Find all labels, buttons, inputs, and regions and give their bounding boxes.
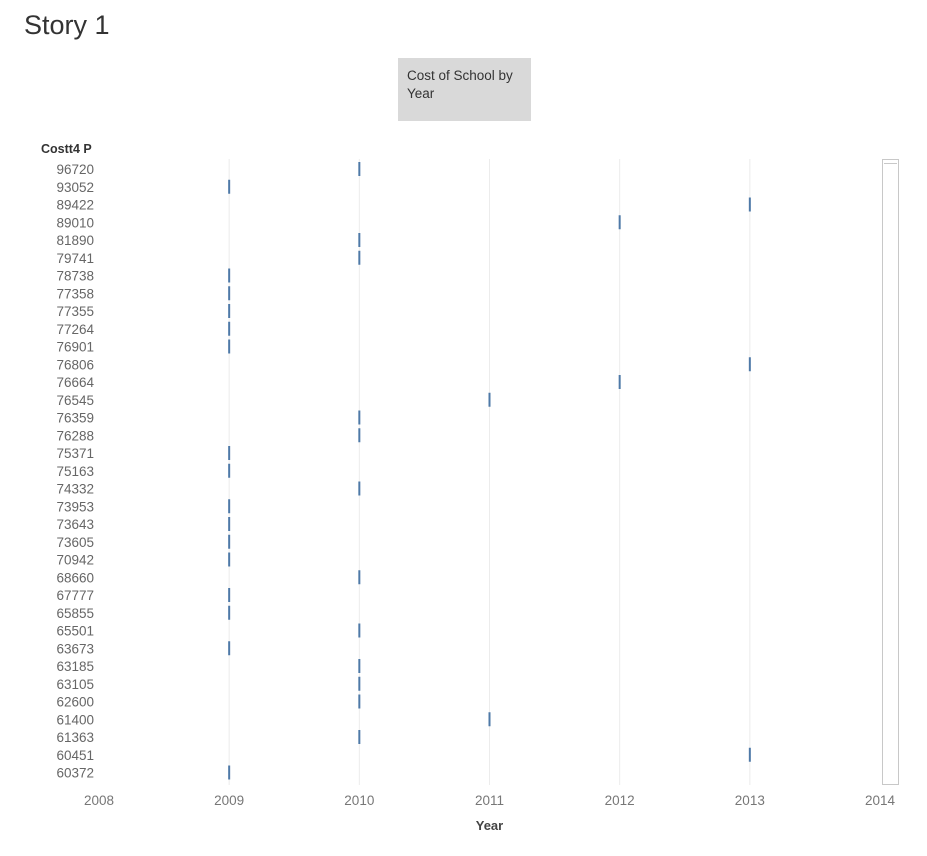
row-label: 77358 — [56, 286, 94, 301]
row-label: 70942 — [56, 553, 94, 568]
row-label: 73643 — [56, 517, 94, 532]
row-label: 78738 — [56, 269, 94, 284]
x-tick-label: 2008 — [84, 793, 114, 808]
row-label: 67777 — [56, 588, 94, 603]
row-label: 63673 — [56, 641, 94, 656]
row-label: 73953 — [56, 499, 94, 514]
data-tick-mark[interactable] — [228, 179, 231, 194]
row-label: 89422 — [56, 198, 94, 213]
data-tick-mark[interactable] — [228, 446, 231, 460]
row-label: 65501 — [56, 624, 94, 639]
row-label: 76545 — [56, 393, 94, 408]
row-label: 76806 — [56, 357, 94, 372]
row-label: 65855 — [56, 606, 94, 621]
x-tick-label: 2009 — [214, 793, 244, 808]
data-tick-mark[interactable] — [228, 641, 231, 656]
x-tick-label: 2013 — [735, 793, 765, 808]
data-tick-mark[interactable] — [748, 357, 751, 372]
data-tick-mark[interactable] — [228, 268, 231, 283]
data-tick-mark[interactable] — [358, 428, 361, 443]
data-tick-mark[interactable] — [228, 463, 231, 478]
story-point-caption[interactable]: Cost of School by Year — [398, 58, 531, 121]
data-tick-mark[interactable] — [228, 286, 231, 301]
data-tick-mark[interactable] — [228, 534, 231, 549]
row-label: 63105 — [56, 677, 94, 692]
data-tick-mark[interactable] — [358, 410, 361, 425]
data-tick-mark[interactable] — [228, 304, 231, 318]
row-label: 96720 — [56, 162, 94, 177]
x-tick-label: 2011 — [475, 793, 504, 808]
data-tick-mark[interactable] — [228, 499, 231, 514]
data-tick-mark[interactable] — [748, 747, 751, 762]
row-label: 63185 — [56, 659, 94, 674]
x-tick-label: 2010 — [344, 793, 374, 808]
row-label: 93052 — [56, 180, 94, 195]
data-tick-mark[interactable] — [488, 392, 491, 407]
row-label: 76664 — [56, 375, 94, 390]
row-label: 62600 — [56, 695, 94, 710]
row-label: 74332 — [56, 482, 94, 497]
data-tick-mark[interactable] — [358, 730, 361, 744]
row-label: 76359 — [56, 411, 94, 426]
data-tick-mark[interactable] — [228, 517, 231, 531]
x-tick-label: 2014 — [865, 793, 896, 808]
vertical-scrollbar[interactable] — [882, 159, 899, 785]
story-title: Story 1 — [24, 10, 110, 40]
row-label: 73605 — [56, 535, 94, 550]
row-label: 77264 — [56, 322, 94, 337]
row-label: 68660 — [56, 570, 94, 585]
row-label: 75163 — [56, 464, 94, 479]
row-label: 76901 — [56, 340, 94, 355]
data-tick-mark[interactable] — [748, 197, 751, 212]
data-tick-mark[interactable] — [228, 339, 231, 354]
x-tick-label: 2012 — [605, 793, 635, 808]
row-label: 61400 — [56, 712, 94, 727]
row-label: 81890 — [56, 233, 94, 248]
row-label: 79741 — [56, 251, 94, 266]
data-tick-mark[interactable] — [358, 659, 361, 673]
row-label: 61363 — [56, 730, 94, 745]
data-tick-mark[interactable] — [228, 552, 231, 567]
row-label: 60372 — [56, 766, 94, 781]
x-axis-title: Year — [476, 818, 503, 833]
data-tick-mark[interactable] — [358, 676, 361, 691]
data-tick-mark[interactable] — [618, 215, 621, 230]
data-tick-mark[interactable] — [358, 162, 361, 176]
data-tick-mark[interactable] — [358, 250, 361, 265]
row-label: 76288 — [56, 428, 94, 443]
data-tick-mark[interactable] — [358, 233, 361, 247]
row-label: 75371 — [56, 446, 94, 461]
row-label: 60451 — [56, 748, 94, 763]
data-tick-mark[interactable] — [228, 321, 231, 336]
scrollbar-thumb[interactable] — [884, 161, 897, 164]
row-label: 77355 — [56, 304, 94, 319]
data-tick-mark[interactable] — [618, 375, 621, 389]
row-label: 89010 — [56, 215, 94, 230]
data-tick-mark[interactable] — [228, 765, 231, 780]
data-tick-mark[interactable] — [228, 605, 231, 620]
data-tick-mark[interactable] — [228, 588, 231, 602]
row-field-header: Costt4 P — [41, 142, 92, 156]
data-tick-mark[interactable] — [358, 694, 361, 709]
data-tick-mark[interactable] — [358, 570, 361, 585]
data-tick-mark[interactable] — [358, 623, 361, 638]
data-tick-mark[interactable] — [488, 712, 491, 727]
data-tick-mark[interactable] — [358, 481, 361, 496]
